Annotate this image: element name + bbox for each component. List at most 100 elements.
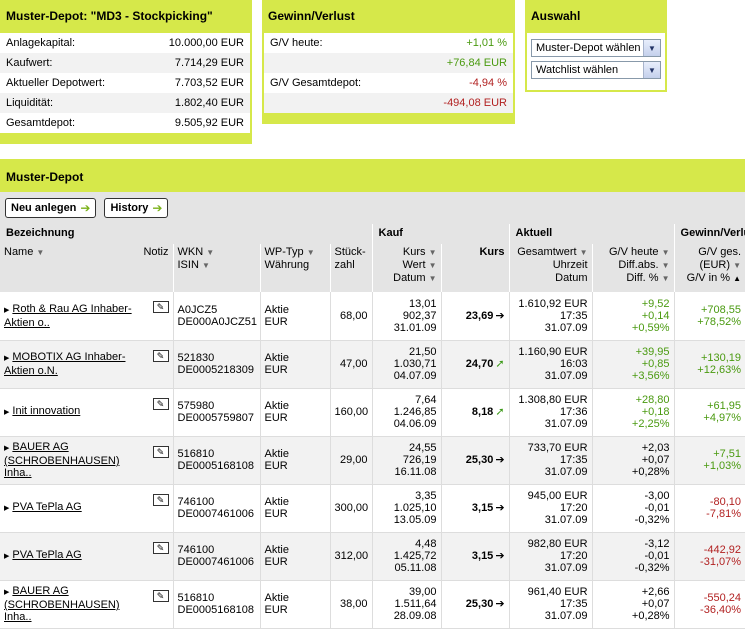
new-entry-button[interactable]: Neu anlegen ➔	[5, 198, 97, 218]
adatum-value: 31.07.09	[544, 321, 588, 334]
sort-down-icon[interactable]: ▼	[428, 274, 437, 283]
col-gvges[interactable]: G/V ges. (EUR) ▼ G/V in % ▲	[673, 244, 745, 292]
trend-flat-icon: ➔	[495, 502, 505, 514]
stock-link[interactable]: BAUER AG (SCHROBENHAUSEN) Inha..	[4, 441, 120, 479]
table-column-header: Name ▼ Notiz WKN ▼ ISIN ▼ WP-Typ ▼ Währu…	[0, 244, 745, 292]
wkn-value: 746100	[177, 544, 215, 556]
arrow-right-icon: ➔	[80, 201, 91, 215]
diffabs-value: +0,18	[641, 406, 670, 418]
cell-name: ▶ PVA TePla AG ✎	[0, 484, 173, 533]
col-wptyp[interactable]: WP-Typ ▼ Währung	[259, 244, 330, 292]
wkn-value: 746100	[177, 496, 215, 508]
expand-triangle-icon[interactable]: ▶	[4, 306, 10, 314]
col-gvges-label: G/V ges.	[698, 246, 742, 258]
cell-gvges: -550,24 -36,40%	[673, 580, 745, 629]
cell-kauf: 4,48 1.425,72 05.11.08	[371, 532, 442, 581]
cell-gesamtwert: 1.610,92 EUR 17:35 31.07.09	[508, 292, 593, 341]
note-edit-icon[interactable]: ✎	[152, 541, 169, 554]
note-edit-icon[interactable]: ✎	[152, 589, 169, 602]
cell-wkn-isin: 746100 DE0007461006	[172, 484, 260, 533]
sort-down-icon[interactable]: ▼	[206, 248, 215, 257]
chevron-down-icon[interactable]: ▼	[643, 62, 660, 78]
cell-name: ▶ MOBOTIX AG Inhaber-Aktien o.N. ✎	[0, 340, 173, 389]
gv-heute-row: G/V heute: +1,01 %	[264, 33, 513, 53]
diffabs-value: -0,01	[644, 502, 670, 514]
kauf-datum: 04.06.09	[393, 418, 437, 430]
chevron-down-icon[interactable]: ▼	[643, 40, 660, 56]
cell-gvges: +708,55 +78,52%	[673, 292, 745, 341]
akurs-value: 24,70	[465, 358, 494, 370]
expand-triangle-icon[interactable]: ▶	[4, 445, 10, 452]
stock-link[interactable]: BAUER AG (SCHROBENHAUSEN) Inha..	[4, 585, 120, 623]
summary-label: Aktueller Depotwert:	[6, 77, 106, 89]
expand-triangle-icon[interactable]: ▶	[4, 505, 10, 512]
note-edit-icon[interactable]: ✎	[152, 397, 169, 410]
table-row: ▶ Roth & Rau AG Inhaber-Aktien o.. ✎ A0JCZ5…	[0, 292, 745, 341]
cell-wptyp: Aktie EUR	[259, 388, 330, 437]
sort-down-icon[interactable]: ▼	[36, 248, 45, 257]
depot-select[interactable]: Muster-Depot wählen ▼	[531, 39, 661, 57]
cell-wptyp: Aktie EUR	[259, 484, 330, 533]
col-gvheute[interactable]: G/V heute ▼ Diff.abs. ▼ Diff. % ▼	[591, 244, 675, 292]
col-gveur-label: (EUR)	[699, 259, 731, 271]
stock-link[interactable]: PVA TePla AG	[12, 501, 82, 513]
col-stueckzahl[interactable]: Stück- zahl	[329, 244, 373, 292]
diffabs-value: +0,07	[641, 598, 670, 610]
col-wkn-isin[interactable]: WKN ▼ ISIN ▼	[172, 244, 260, 292]
note-edit-icon[interactable]: ✎	[152, 445, 169, 458]
expand-triangle-icon[interactable]: ▶	[4, 553, 10, 560]
sort-down-icon[interactable]: ▼	[428, 248, 437, 257]
col-akurs[interactable]: Kurs	[440, 244, 510, 292]
col-wptyp-label: WP-Typ	[264, 246, 304, 258]
sort-down-icon[interactable]: ▼	[201, 261, 210, 270]
sort-down-icon[interactable]: ▼	[661, 274, 670, 283]
sort-down-icon[interactable]: ▼	[579, 248, 588, 257]
col-notiz-label: Notiz	[143, 246, 169, 258]
history-button[interactable]: History ➔	[104, 198, 169, 218]
cell-kauf: 3,35 1.025,10 13.05.09	[371, 484, 442, 533]
note-edit-icon[interactable]: ✎	[152, 493, 169, 506]
kauf-datum: 31.01.09	[393, 321, 437, 334]
sort-down-icon[interactable]: ▼	[661, 261, 670, 270]
gvges-value: -550,24	[703, 592, 742, 604]
cell-wkn-isin: 516810 DE0005168108	[172, 580, 260, 629]
gesamtwert-value: 1.160,90 EUR	[518, 346, 588, 358]
expand-triangle-icon[interactable]: ▶	[4, 409, 10, 416]
col-gesamtwert[interactable]: Gesamtwert ▼ Uhrzeit Datum	[508, 244, 593, 292]
sort-down-icon[interactable]: ▼	[733, 261, 742, 270]
kauf-datum: 16.11.08	[394, 466, 437, 478]
expand-triangle-icon[interactable]: ▶	[4, 589, 10, 596]
sort-down-icon[interactable]: ▼	[428, 261, 437, 270]
depot-summary-row: Liquidität: 1.802,40 EUR	[0, 93, 250, 113]
gv-heute-label: G/V heute:	[270, 37, 323, 49]
isin-value: DE0007461006	[177, 508, 254, 520]
typ-value: Aktie	[264, 592, 289, 604]
gv-heute-abs: +76,84 EUR	[446, 57, 507, 69]
expand-triangle-icon[interactable]: ▶	[4, 355, 10, 362]
gvinpct-value: -36,40%	[700, 604, 742, 616]
diffpct-value: +3,56%	[631, 370, 670, 382]
note-edit-icon[interactable]: ✎	[152, 349, 169, 362]
currency-value: EUR	[264, 364, 288, 376]
table-row: ▶ MOBOTIX AG Inhaber-Aktien o.N. ✎ 521830 DE…	[0, 340, 745, 389]
col-gvinpct-label: G/V in %	[686, 272, 731, 284]
isin-value: DE0005168108	[177, 460, 254, 472]
sort-down-icon[interactable]: ▼	[661, 248, 670, 257]
col-kauf[interactable]: Kurs ▼ Wert ▼ Datum ▼	[371, 244, 442, 292]
stock-link[interactable]: MOBOTIX AG Inhaber-Aktien o.N.	[4, 351, 126, 377]
stock-link[interactable]: Init innovation	[12, 405, 81, 417]
adatum-value: 31.07.09	[544, 610, 588, 622]
gvges-value: +61,95	[707, 400, 742, 412]
col-name[interactable]: Name ▼ Notiz	[0, 244, 173, 292]
note-edit-icon[interactable]: ✎	[152, 301, 169, 313]
cell-gvges: -442,92 -31,07%	[673, 532, 745, 581]
akurs-value: 25,30	[465, 598, 494, 610]
watchlist-select[interactable]: Watchlist wählen ▼	[531, 61, 661, 79]
uhrzeit-value: 17:20	[560, 502, 588, 514]
depot-table: Bezeichnung Kauf Aktuell Gewinn/Verlust …	[0, 224, 745, 629]
sort-down-icon[interactable]: ▼	[306, 248, 315, 257]
stock-link[interactable]: PVA TePla AG	[12, 549, 82, 561]
akurs-value: 8,18	[471, 406, 494, 418]
stock-link[interactable]: Roth & Rau AG Inhaber-Aktien o..	[4, 302, 132, 329]
sort-up-icon[interactable]: ▲	[733, 274, 742, 283]
